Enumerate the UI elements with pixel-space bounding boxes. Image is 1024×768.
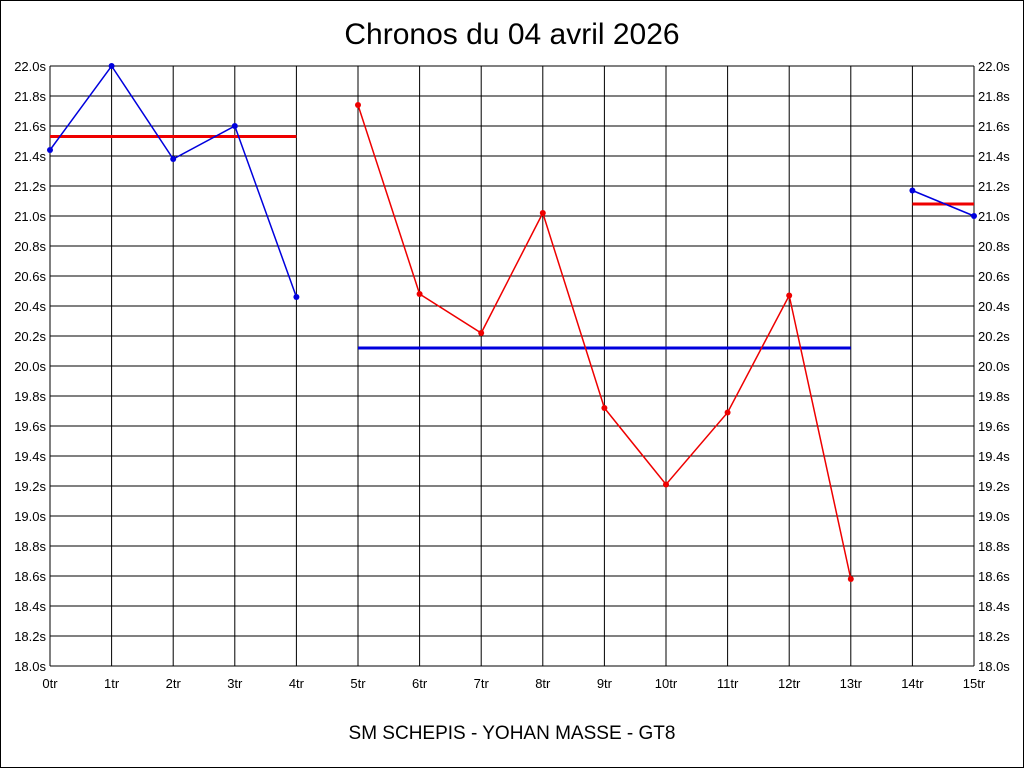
y-tick-label-left: 18.8s (14, 539, 46, 554)
x-tick-label: 11tr (717, 676, 739, 691)
y-tick-label-right: 19.6s (978, 419, 1010, 434)
y-tick-label-right: 21.8s (978, 89, 1010, 104)
data-point (231, 123, 238, 129)
chart-subtitle: SM SCHEPIS - YOHAN MASSE - GT8 (349, 723, 676, 744)
y-tick-label-right: 20.0s (978, 359, 1010, 374)
data-point (601, 405, 608, 411)
data-point (786, 292, 793, 299)
x-tick-label: 5tr (350, 676, 366, 691)
series-line (912, 189, 975, 217)
x-axis-ticks: 0tr 1tr 2tr 3tr 4tr 5tr 6tr 7tr 8tr 9tr 10tr 11tr 12… (42, 676, 985, 691)
data-point (971, 213, 977, 219)
y-tick-label-left: 18.4s (14, 599, 46, 614)
y-tick-label-right: 22.0s (978, 59, 1010, 74)
data-point (47, 147, 53, 153)
y-axis-right-ticks: 18.0s 18.2s 18.4s 18.6s 18.8s 19.0s 19.2s 19.4s… (978, 59, 1010, 674)
y-tick-label-left: 20.6s (14, 269, 46, 284)
data-point (847, 576, 854, 582)
x-tick-label: 10tr (655, 676, 678, 691)
y-axis-left-ticks: 18.0s 18.2s 18.4s 18.6s 18.8s 19.0s 19.2s 19.4s… (14, 59, 46, 674)
x-tick-label: 8tr (535, 676, 551, 691)
x-tick-label: 13tr (840, 676, 863, 691)
data-point (355, 102, 361, 108)
y-tick-label-left: 18.2s (14, 629, 46, 644)
y-tick-label-right: 19.8s (978, 389, 1010, 404)
data-point (909, 187, 916, 194)
y-tick-label-left: 19.8s (14, 389, 46, 404)
x-tick-label: 12tr (778, 676, 801, 691)
y-tick-label-left: 20.0s (14, 359, 46, 374)
grid (49, 65, 975, 667)
y-tick-label-left: 21.4s (14, 149, 46, 164)
x-tick-label: 6tr (412, 676, 428, 691)
data-point (724, 409, 731, 416)
y-tick-label-right: 21.0s (978, 209, 1010, 224)
y-tick-label-left: 21.6s (14, 119, 46, 134)
y-tick-label-right: 21.6s (978, 119, 1010, 134)
x-tick-label: 4tr (289, 676, 305, 691)
x-tick-label: 2tr (166, 676, 182, 691)
x-tick-label: 7tr (474, 676, 490, 691)
y-tick-label-left: 21.2s (14, 179, 46, 194)
x-tick-label: 14tr (901, 676, 924, 691)
data-point (416, 291, 423, 297)
y-tick-label-right: 18.8s (978, 539, 1010, 554)
y-tick-label-left: 22.0s (14, 59, 46, 74)
y-tick-label-right: 19.2s (978, 479, 1010, 494)
average-lines (50, 135, 974, 350)
x-tick-label: 15tr (963, 676, 986, 691)
y-tick-label-right: 20.4s (978, 299, 1010, 314)
y-tick-label-left: 20.4s (14, 299, 46, 314)
data-point (108, 63, 115, 69)
y-tick-label-left: 18.6s (14, 569, 46, 584)
x-tick-label: 0tr (42, 676, 58, 691)
y-tick-label-left: 20.8s (14, 239, 46, 254)
y-tick-label-left: 21.8s (14, 89, 46, 104)
y-tick-label-right: 21.4s (978, 149, 1010, 164)
data-point (293, 294, 300, 300)
y-tick-label-left: 21.0s (14, 209, 46, 224)
y-tick-label-left: 19.6s (14, 419, 46, 434)
y-tick-label-right: 18.4s (978, 599, 1010, 614)
y-tick-label-right: 18.0s (978, 659, 1010, 674)
y-tick-label-left: 20.2s (14, 329, 46, 344)
x-tick-label: 3tr (227, 676, 243, 691)
y-tick-label-left: 19.0s (14, 509, 46, 524)
y-tick-label-right: 18.2s (978, 629, 1010, 644)
y-tick-label-left: 18.0s (14, 659, 46, 674)
y-tick-label-right: 21.2s (978, 179, 1010, 194)
y-tick-label-left: 19.4s (14, 449, 46, 464)
y-tick-label-left: 19.2s (14, 479, 46, 494)
y-tick-label-right: 18.6s (978, 569, 1010, 584)
lap-series (47, 63, 977, 582)
data-point (478, 330, 485, 336)
y-tick-label-right: 19.4s (978, 449, 1010, 464)
data-point (170, 156, 177, 162)
chart-title: Chronos du 04 avril 2026 (344, 18, 679, 51)
y-tick-label-right: 19.0s (978, 509, 1010, 524)
data-point (539, 210, 546, 216)
data-point (663, 481, 669, 488)
x-tick-label: 9tr (597, 676, 613, 691)
x-tick-label: 1tr (104, 676, 120, 691)
y-tick-label-right: 20.6s (978, 269, 1010, 284)
y-tick-label-right: 20.2s (978, 329, 1010, 344)
y-tick-label-right: 20.8s (978, 239, 1010, 254)
